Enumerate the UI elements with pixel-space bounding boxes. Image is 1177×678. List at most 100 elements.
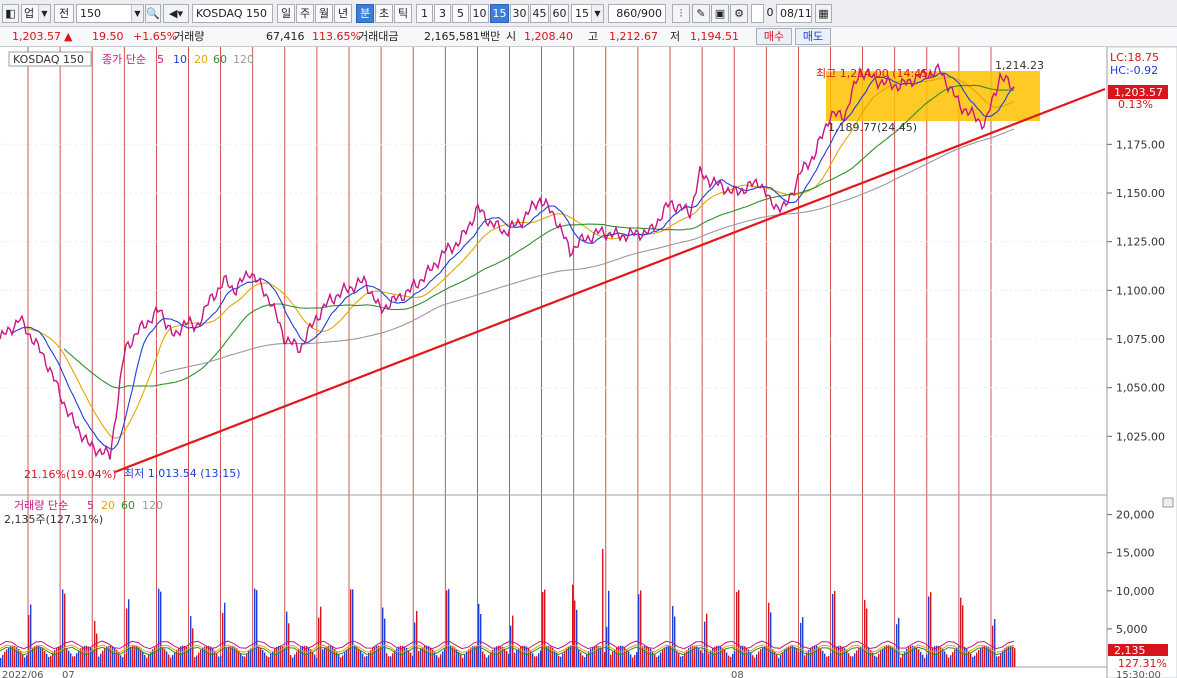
volume-bar [296, 651, 298, 667]
vol-pct-label: 127.31% [1118, 657, 1167, 670]
volume-bar [974, 655, 976, 667]
volume-bar [24, 657, 26, 667]
stock-name-field[interactable]: KOSDAQ 150 [192, 4, 273, 23]
volume-bar [966, 648, 968, 667]
volume-bar [424, 645, 426, 667]
volume-bar [582, 655, 584, 667]
volume-bar [422, 646, 424, 667]
legend-ma120: 120 [233, 53, 254, 66]
volume-bar [856, 650, 858, 667]
amount-value: 2,165,581백만 [424, 30, 501, 43]
interval-3[interactable]: 3 [434, 4, 451, 23]
volume-bar [402, 645, 404, 667]
volume-bar [0, 657, 2, 667]
volume-bar [358, 648, 360, 667]
panel-collapse-icon[interactable] [1162, 497, 1174, 508]
interval-10[interactable]: 10 [470, 4, 489, 23]
tab-month[interactable]: 월 [315, 4, 333, 23]
volume-bar [652, 651, 654, 667]
trend-line [114, 87, 1106, 474]
volume-bar [336, 651, 338, 667]
high-value: 1,212.67 [609, 30, 658, 43]
volume-bar [412, 655, 414, 667]
tab-second[interactable]: 초 [375, 4, 393, 23]
volume-bar [420, 648, 422, 667]
buy-button[interactable]: 매수 [756, 28, 792, 45]
volume-bar [266, 655, 268, 667]
sell-button[interactable]: 매도 [795, 28, 831, 45]
price-change: 19.50 [92, 30, 124, 43]
volume-bar [390, 656, 392, 667]
speaker-icon[interactable]: ◀▾ [163, 4, 189, 23]
volume-bar [322, 649, 324, 667]
save-icon[interactable]: ▣ [711, 4, 729, 23]
volume-bar [776, 654, 778, 667]
volume-bar [160, 591, 162, 667]
vol-legend-ma20: 20 [101, 499, 115, 512]
window-icon[interactable]: ◧ [2, 4, 19, 23]
period-button[interactable]: 전 [54, 4, 74, 23]
volume-bar [878, 653, 880, 667]
volume-bar [128, 599, 130, 667]
volume-bar [228, 646, 230, 667]
interval-1[interactable]: 1 [416, 4, 433, 23]
volume-bar [618, 646, 620, 667]
volume-bar [644, 645, 646, 667]
volume-bar [192, 628, 194, 667]
volume-bar [540, 650, 542, 667]
calendar-icon[interactable]: ▦ [815, 4, 832, 23]
search-icon[interactable]: 🔍 [145, 4, 161, 23]
chart-area[interactable]: 1,175.00 1,150.00 1,125.00 1,100.00 1,075.00… [0, 47, 1177, 678]
volume-bar [212, 648, 214, 667]
volume-bar [454, 647, 456, 667]
market-select[interactable]: 업 ▼ [21, 4, 51, 23]
volume-bar [438, 657, 440, 667]
checkbox[interactable] [751, 4, 764, 23]
volume-bar [880, 650, 882, 667]
tab-day[interactable]: 일 [277, 4, 295, 23]
bar-count-field[interactable]: 860/900 [608, 4, 666, 23]
volume-bar [136, 646, 138, 667]
volume-bar [26, 655, 28, 667]
code-input[interactable]: 150 ▼ [76, 4, 144, 23]
volume-bar [508, 653, 510, 667]
volume-bar [2, 654, 4, 667]
volume-bar [796, 648, 798, 667]
tab-minute[interactable]: 분 [356, 4, 374, 23]
vol-ma60-line [0, 646, 1015, 656]
interval-30[interactable]: 30 [510, 4, 529, 23]
volume-bar [274, 648, 276, 667]
volume-bar [910, 646, 912, 667]
volume-bars [0, 548, 1016, 667]
draw-icon[interactable]: ✎ [692, 4, 710, 23]
volume-bar [44, 650, 46, 667]
volume-bar [56, 647, 58, 667]
volume-bar [512, 615, 514, 667]
volume-bar [342, 655, 344, 667]
lc-label: LC:18.75 [1110, 51, 1159, 64]
volume-bar [114, 647, 116, 667]
interval-60[interactable]: 60 [550, 4, 569, 23]
volume-bar [526, 646, 528, 667]
candle-icon[interactable]: ⫶ [672, 4, 690, 23]
time-label-07: 07 [62, 670, 75, 678]
interval-45[interactable]: 45 [530, 4, 549, 23]
volume-bar [42, 648, 44, 667]
interval-15[interactable]: 15 [490, 4, 509, 23]
date-field[interactable]: 08/11 [776, 4, 812, 23]
volume-bar [84, 645, 86, 667]
gear-icon[interactable]: ⚙ [730, 4, 748, 23]
volume-bar [86, 645, 88, 667]
interval-5[interactable]: 5 [452, 4, 469, 23]
volume-bar [946, 654, 948, 667]
volume-bar [380, 646, 382, 667]
volume-bar [638, 594, 640, 667]
volume-bar [112, 646, 114, 667]
tab-week[interactable]: 주 [296, 4, 314, 23]
tab-year[interactable]: 년 [334, 4, 352, 23]
low-label: 저 [670, 30, 681, 43]
interval-select[interactable]: 15 ▼ [571, 4, 604, 23]
market-label: 업 [24, 7, 35, 20]
volume-bar [848, 653, 850, 667]
tab-tick[interactable]: 틱 [394, 4, 412, 23]
